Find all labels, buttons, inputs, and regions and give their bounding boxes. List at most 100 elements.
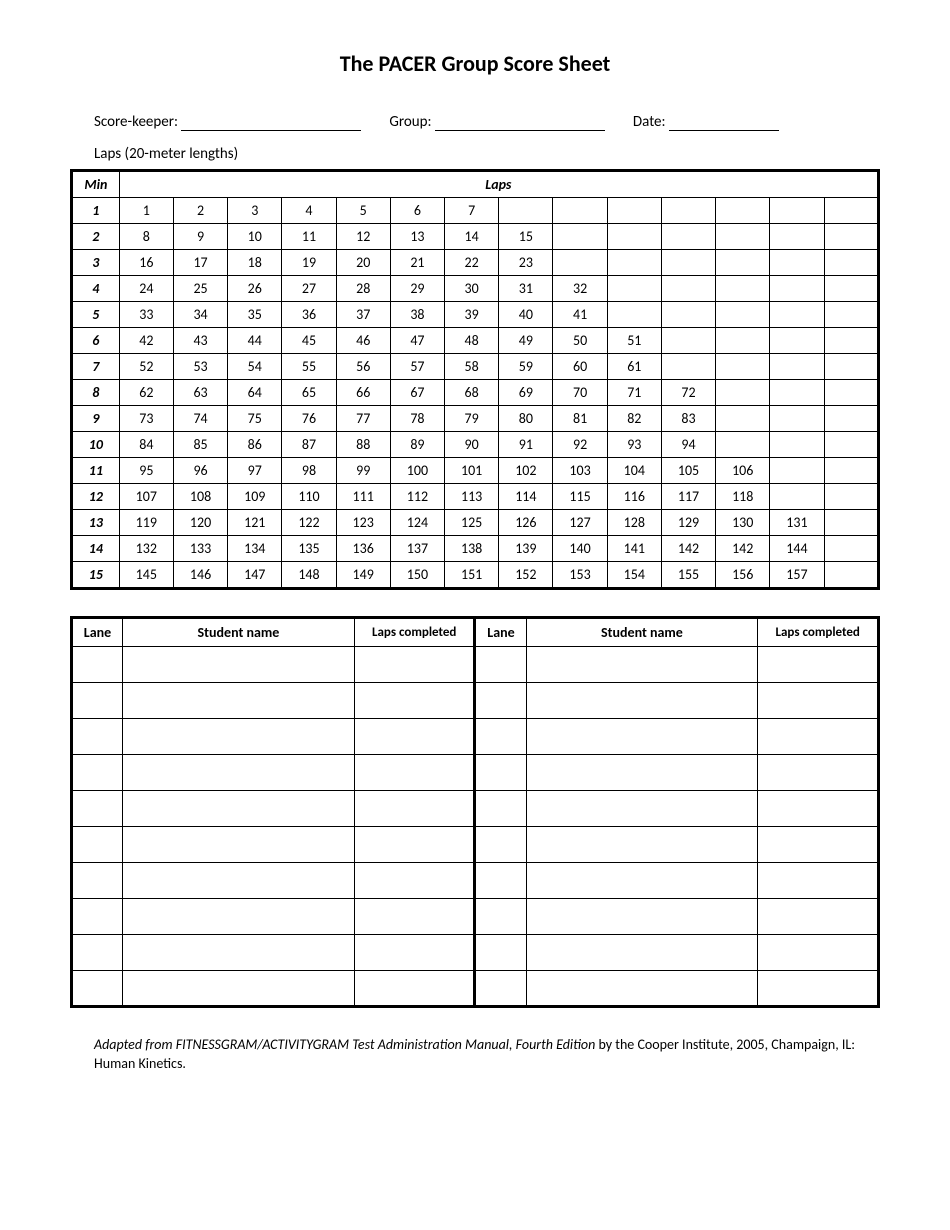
laps-cell: 144 bbox=[770, 536, 824, 562]
laps-cell: 114 bbox=[499, 484, 553, 510]
students-name-cell bbox=[526, 899, 758, 935]
laps-cell: 113 bbox=[445, 484, 499, 510]
laps-cell: 3 bbox=[228, 198, 282, 224]
laps-cell: 59 bbox=[499, 354, 553, 380]
students-name-cell bbox=[526, 827, 758, 863]
students-laps-cell bbox=[354, 863, 475, 899]
students-name-cell bbox=[123, 719, 355, 755]
group-label: Group: bbox=[389, 113, 431, 131]
students-laps-cell bbox=[354, 719, 475, 755]
laps-cell: 133 bbox=[173, 536, 227, 562]
students-laps-cell bbox=[758, 791, 879, 827]
laps-cell: 74 bbox=[173, 406, 227, 432]
laps-cell bbox=[824, 406, 878, 432]
laps-cell: 20 bbox=[336, 250, 390, 276]
students-lane-cell bbox=[475, 971, 526, 1007]
laps-cell: 63 bbox=[173, 380, 227, 406]
laps-cell: 153 bbox=[553, 562, 607, 589]
laps-cell: 27 bbox=[282, 276, 336, 302]
laps-min-cell: 5 bbox=[72, 302, 120, 328]
laps-cell: 148 bbox=[282, 562, 336, 589]
laps-cell: 93 bbox=[607, 432, 661, 458]
laps-cell: 51 bbox=[607, 328, 661, 354]
laps-cell bbox=[607, 198, 661, 224]
laps-cell bbox=[770, 432, 824, 458]
laps-cell bbox=[770, 302, 824, 328]
laps-cell: 45 bbox=[282, 328, 336, 354]
laps-cell: 42 bbox=[119, 328, 173, 354]
laps-cell: 127 bbox=[553, 510, 607, 536]
laps-min-cell: 11 bbox=[72, 458, 120, 484]
laps-cell: 103 bbox=[553, 458, 607, 484]
laps-cell bbox=[661, 302, 715, 328]
laps-cell: 96 bbox=[173, 458, 227, 484]
laps-cell bbox=[770, 198, 824, 224]
laps-cell bbox=[824, 458, 878, 484]
laps-cell: 43 bbox=[173, 328, 227, 354]
students-name-cell bbox=[123, 791, 355, 827]
laps-cell: 128 bbox=[607, 510, 661, 536]
laps-table: Min Laps 1123456728910111213141531617181… bbox=[70, 169, 880, 590]
laps-cell: 23 bbox=[499, 250, 553, 276]
students-lane-cell bbox=[475, 683, 526, 719]
students-laps-cell bbox=[758, 683, 879, 719]
laps-cell: 53 bbox=[173, 354, 227, 380]
laps-cell: 89 bbox=[390, 432, 444, 458]
laps-cell: 136 bbox=[336, 536, 390, 562]
laps-min-header: Min bbox=[72, 171, 120, 198]
laps-cell bbox=[824, 536, 878, 562]
laps-min-cell: 1 bbox=[72, 198, 120, 224]
laps-cell: 31 bbox=[499, 276, 553, 302]
laps-cell: 83 bbox=[661, 406, 715, 432]
laps-cell: 147 bbox=[228, 562, 282, 589]
students-laps-cell bbox=[758, 863, 879, 899]
laps-cell bbox=[716, 250, 770, 276]
laps-cell: 24 bbox=[119, 276, 173, 302]
laps-cell: 17 bbox=[173, 250, 227, 276]
laps-cell: 46 bbox=[336, 328, 390, 354]
students-name-cell bbox=[123, 683, 355, 719]
laps-cell: 54 bbox=[228, 354, 282, 380]
students-laps-cell bbox=[354, 935, 475, 971]
students-laps-cell bbox=[758, 935, 879, 971]
students-lane-cell bbox=[72, 719, 123, 755]
laps-cell: 58 bbox=[445, 354, 499, 380]
laps-min-cell: 14 bbox=[72, 536, 120, 562]
students-table: Lane Student name Laps completed Lane St… bbox=[70, 616, 880, 1008]
laps-cell: 82 bbox=[607, 406, 661, 432]
laps-cell: 36 bbox=[282, 302, 336, 328]
laps-cell: 86 bbox=[228, 432, 282, 458]
laps-cell: 121 bbox=[228, 510, 282, 536]
laps-min-cell: 15 bbox=[72, 562, 120, 589]
scorekeeper-label: Score-keeper: bbox=[94, 113, 178, 131]
laps-cell: 100 bbox=[390, 458, 444, 484]
laps-cell: 110 bbox=[282, 484, 336, 510]
students-name-header-left: Student name bbox=[123, 618, 355, 647]
laps-cell: 106 bbox=[716, 458, 770, 484]
laps-cell: 55 bbox=[282, 354, 336, 380]
laps-cell: 118 bbox=[716, 484, 770, 510]
laps-cell: 94 bbox=[661, 432, 715, 458]
laps-cell: 98 bbox=[282, 458, 336, 484]
laps-cell: 30 bbox=[445, 276, 499, 302]
laps-cell bbox=[824, 198, 878, 224]
scorekeeper-line bbox=[181, 117, 361, 131]
students-laps-cell bbox=[758, 899, 879, 935]
laps-cell: 145 bbox=[119, 562, 173, 589]
students-lane-cell bbox=[475, 935, 526, 971]
laps-cell: 99 bbox=[336, 458, 390, 484]
group-field: Group: bbox=[389, 113, 605, 131]
laps-cell: 11 bbox=[282, 224, 336, 250]
laps-cell bbox=[661, 198, 715, 224]
laps-cell: 90 bbox=[445, 432, 499, 458]
laps-cell: 4 bbox=[282, 198, 336, 224]
laps-cell: 69 bbox=[499, 380, 553, 406]
students-lane-cell bbox=[475, 863, 526, 899]
laps-cell: 87 bbox=[282, 432, 336, 458]
students-laps-cell bbox=[758, 827, 879, 863]
laps-cell: 140 bbox=[553, 536, 607, 562]
laps-cell bbox=[607, 250, 661, 276]
laps-cell: 18 bbox=[228, 250, 282, 276]
laps-cell bbox=[770, 406, 824, 432]
subhead: Laps (20-meter lengths) bbox=[70, 145, 880, 163]
